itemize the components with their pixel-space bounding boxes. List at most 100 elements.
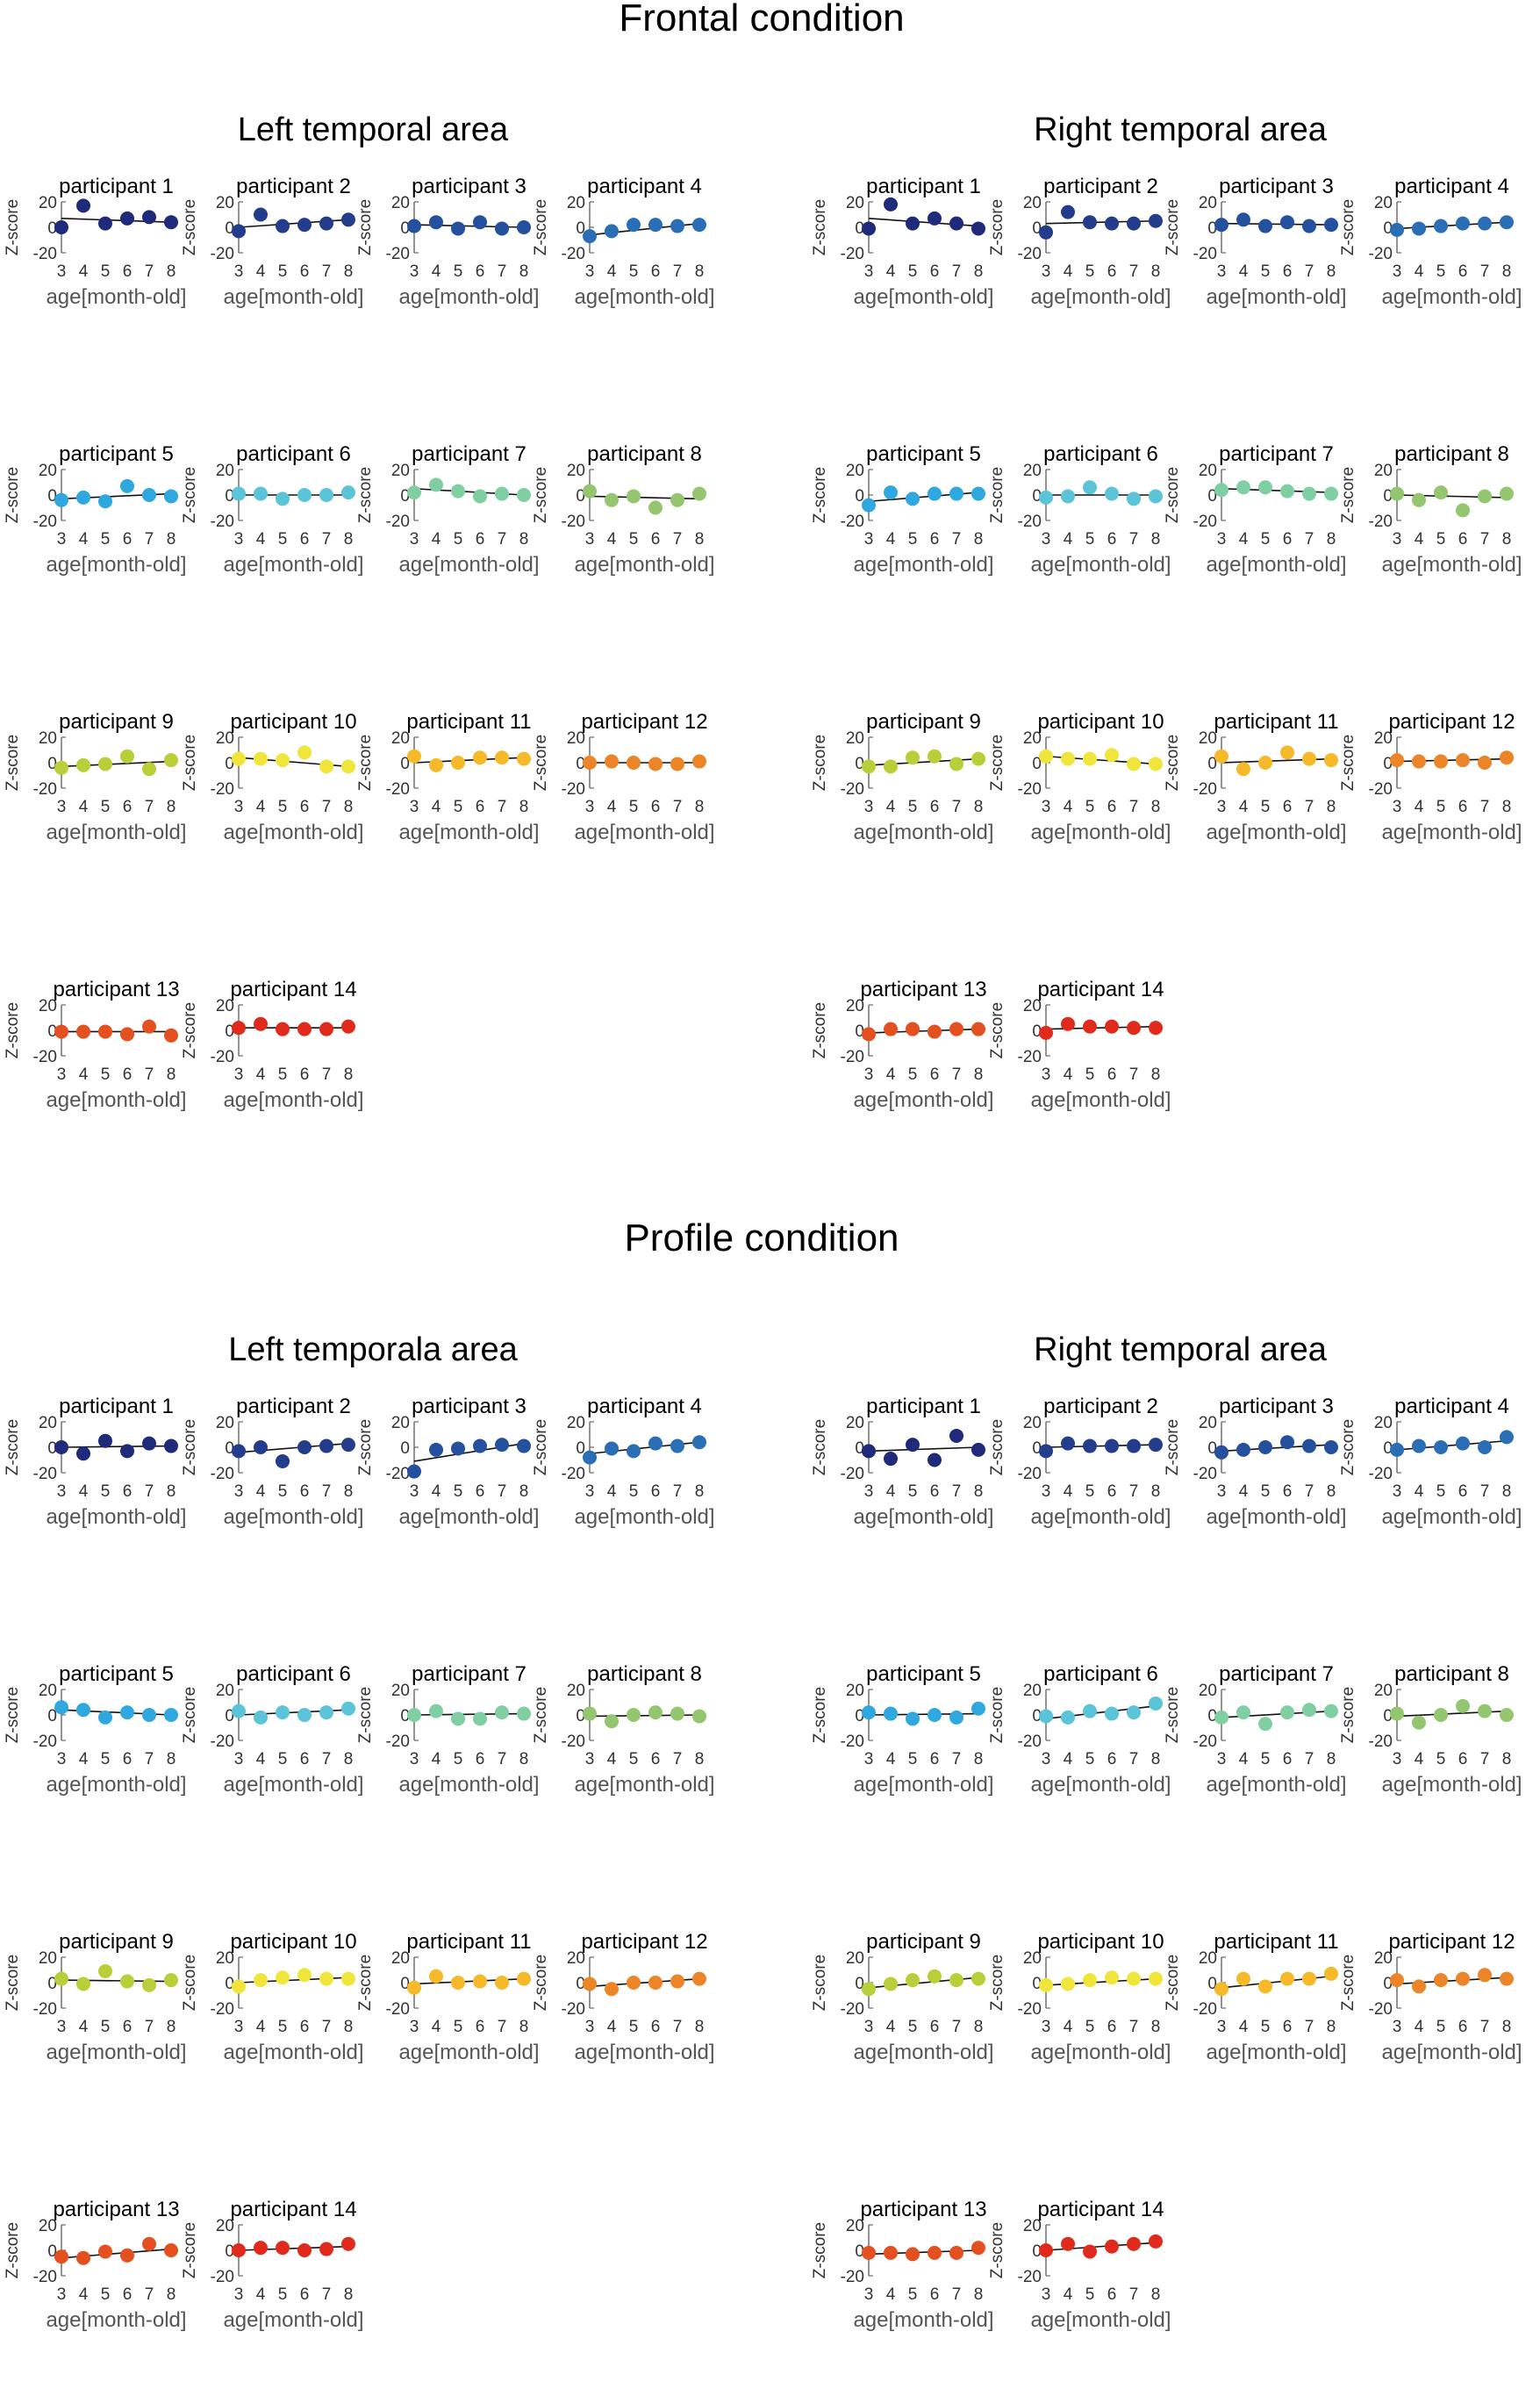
subplot-participant-14: participant 14 -20 0 20 Z-score 3 4 5 6 7 8 age[mon…	[988, 978, 1171, 1112]
data-point	[429, 1969, 443, 1984]
subplot-participant-2: participant 2 -20 0 20 Z-score 3 4 5 6 7 8 age[mont…	[181, 1395, 364, 1529]
subplot-participant-13: participant 13 -20 0 20 Z-score 3 4 5 6 7 8 age[mon…	[4, 978, 187, 1112]
x-tick-label: 3	[585, 1750, 595, 1768]
data-point	[297, 218, 312, 233]
y-tick-label: -20	[562, 1465, 585, 1483]
x-tick-label: 6	[1107, 530, 1117, 549]
y-tick-label: -20	[1369, 245, 1393, 263]
x-tick-label: 5	[1436, 798, 1446, 816]
x-tick-label: 7	[673, 530, 683, 549]
y-tick-label: 20	[39, 997, 57, 1015]
y-axis-label: Z-score	[988, 199, 1006, 255]
data-point	[451, 1976, 465, 1990]
y-axis-label: Z-score	[988, 1419, 1006, 1475]
data-point	[627, 1444, 641, 1459]
y-axis-label: Z-score	[4, 1687, 22, 1743]
subplot-title: participant 1	[866, 175, 981, 198]
subplot-participant-5: participant 5 -20 0 20 Z-score 3 4 5 6 7 8 age[mont…	[4, 442, 187, 577]
y-tick-label: 20	[1023, 1682, 1042, 1700]
x-tick-label: 6	[476, 262, 485, 281]
y-tick-label: 0	[1207, 755, 1217, 773]
data-point	[971, 1022, 985, 1037]
data-point	[1280, 745, 1294, 760]
y-tick-label: 0	[225, 2242, 234, 2261]
x-tick-label: 4	[432, 2018, 441, 2036]
subplot-participant-9: participant 9 -20 0 20 Z-score 3 4 5 6 7 8 age[mont…	[4, 710, 187, 844]
x-tick-label: 4	[79, 1482, 89, 1501]
data-point	[1149, 1021, 1163, 1036]
x-tick-label: 5	[1085, 530, 1095, 549]
x-tick-label: 8	[1502, 1750, 1512, 1768]
data-point	[297, 1440, 312, 1454]
x-axis-label: age[month-old]	[1030, 2308, 1171, 2332]
data-point	[971, 1701, 985, 1716]
x-tick-label: 6	[1458, 262, 1468, 281]
x-tick-label: 5	[908, 798, 918, 816]
data-point	[517, 1438, 531, 1453]
y-axis-label: Z-score	[1339, 467, 1357, 523]
x-tick-label: 7	[673, 2018, 683, 2036]
data-point	[1302, 1703, 1316, 1718]
data-point	[142, 210, 156, 225]
x-tick-label: 8	[344, 530, 354, 549]
x-tick-label: 7	[1305, 798, 1314, 816]
y-tick-label: -20	[386, 245, 410, 263]
y-axis-label: Z-score	[1339, 735, 1357, 791]
data-point	[54, 1700, 68, 1715]
x-axis-label: age[month-old]	[1381, 821, 1522, 844]
y-tick-label: -20	[211, 513, 234, 531]
data-point	[54, 220, 68, 234]
subplot-participant-2: participant 2 -20 0 20 Z-score 3 4 5 6 7 8 age[mont…	[988, 1395, 1171, 1529]
x-tick-label: 6	[1283, 530, 1293, 549]
x-tick-label: 4	[79, 530, 89, 549]
x-tick-label: 3	[410, 530, 419, 549]
data-point	[906, 750, 920, 765]
y-tick-label: 0	[1207, 219, 1217, 238]
data-point	[1061, 1976, 1075, 1991]
subplot-title: participant 2	[236, 1395, 351, 1418]
y-axis-label: Z-score	[811, 2222, 829, 2278]
y-tick-label: 20	[567, 462, 585, 480]
x-tick-label: 5	[101, 1065, 111, 1084]
subplot-title: participant 7	[1219, 442, 1334, 466]
x-tick-label: 4	[886, 2018, 896, 2036]
y-axis-label: Z-score	[811, 1687, 829, 1743]
data-point	[98, 1024, 112, 1039]
data-point	[276, 2241, 290, 2256]
y-axis-label: Z-score	[356, 1955, 375, 2011]
y-tick-label: 20	[1023, 194, 1042, 212]
y-tick-label: -20	[33, 513, 57, 531]
x-tick-label: 5	[1085, 798, 1095, 816]
x-tick-label: 4	[886, 262, 896, 281]
data-point	[451, 756, 465, 770]
data-point	[1083, 1019, 1097, 1034]
area-title: Right temporal area	[1034, 1331, 1328, 1368]
y-tick-label: 0	[1383, 487, 1393, 506]
subplot-participant-4: participant 4 -20 0 20 Z-score 3 4 5 6 7 8 age[mont…	[1339, 1395, 1522, 1529]
x-tick-label: 3	[57, 798, 67, 816]
y-tick-label: 0	[1207, 1975, 1217, 1993]
subplot-title: participant 9	[866, 1930, 981, 1954]
x-tick-label: 6	[651, 1482, 661, 1501]
data-point	[495, 750, 509, 765]
x-axis-label: age[month-old]	[223, 821, 363, 844]
data-point	[1258, 219, 1272, 233]
subplot-title: participant 14	[230, 2198, 356, 2221]
y-tick-label: 0	[400, 1707, 410, 1725]
x-tick-label: 7	[498, 1482, 507, 1501]
data-point	[407, 485, 421, 500]
y-tick-label: 0	[855, 487, 864, 506]
y-tick-label: -20	[33, 780, 57, 799]
data-point	[605, 754, 619, 769]
x-tick-label: 4	[256, 2285, 266, 2304]
x-tick-label: 6	[651, 798, 661, 816]
x-tick-label: 6	[300, 530, 310, 549]
x-tick-label: 5	[1085, 262, 1095, 281]
data-point	[164, 1708, 178, 1722]
subplot-title: participant 9	[866, 710, 981, 734]
data-point	[98, 216, 112, 231]
data-point	[884, 1976, 898, 1991]
y-axis-label: Z-score	[1339, 1955, 1357, 2011]
data-point	[1039, 1709, 1053, 1724]
y-axis-label: Z-score	[988, 1002, 1006, 1058]
